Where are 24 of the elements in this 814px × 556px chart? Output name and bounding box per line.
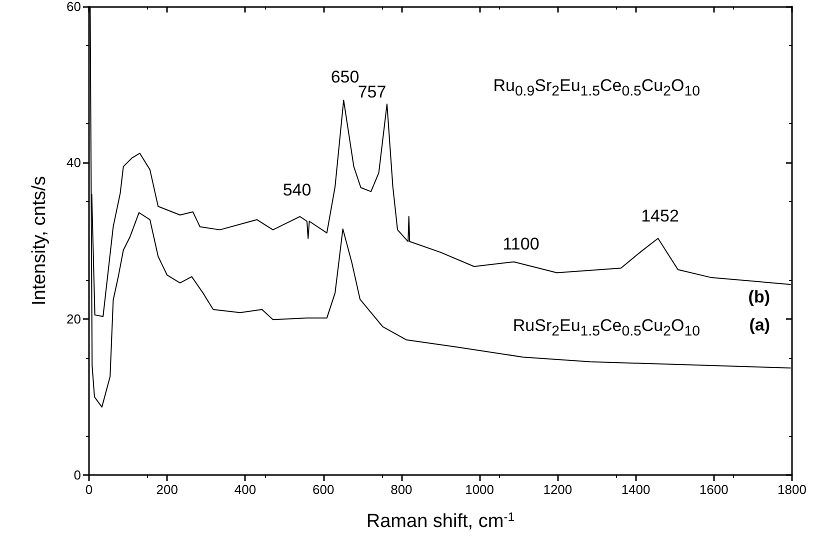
x-tick-label: 1800: [778, 482, 806, 497]
x-tick-label: 800: [390, 482, 412, 497]
x-tick-label: 400: [234, 482, 256, 497]
x-tick-label: 1000: [465, 482, 494, 497]
annotation: (b): [748, 288, 770, 306]
x-tick-label: 200: [156, 482, 178, 497]
annotation: 1452: [641, 206, 679, 226]
x-tick-label: 0: [85, 482, 93, 497]
x-tick-label: 600: [312, 482, 334, 497]
annotation: 540: [282, 180, 312, 200]
annotation: (a): [749, 316, 770, 334]
text: Ru$_{0.9}$Sr$_{2}$Eu$_{1.5}$Ce$_{0.5}$Cu$_{2}$O$_{10}$: [493, 76, 700, 100]
y-tick-label: 60: [66, 0, 81, 14]
y-tick-label: 0: [74, 468, 81, 482]
annotation: 757: [358, 82, 386, 102]
x-tick-label: 1600: [699, 482, 728, 497]
y-axis-title: Intensity, cnts/s: [29, 176, 50, 306]
text: RuSr$_{2}$Eu$_{1.5}$Ce$_{0.5}$Cu$_{2}$O$_{10}$: [512, 316, 700, 340]
annotation: 1100: [502, 234, 540, 254]
y-tick-label: 40: [66, 155, 81, 170]
x-tick-label: 1200: [543, 482, 572, 497]
x-tick-label: 1400: [621, 482, 650, 497]
y-tick-label: 20: [66, 311, 81, 326]
annotation: 650: [330, 68, 360, 86]
